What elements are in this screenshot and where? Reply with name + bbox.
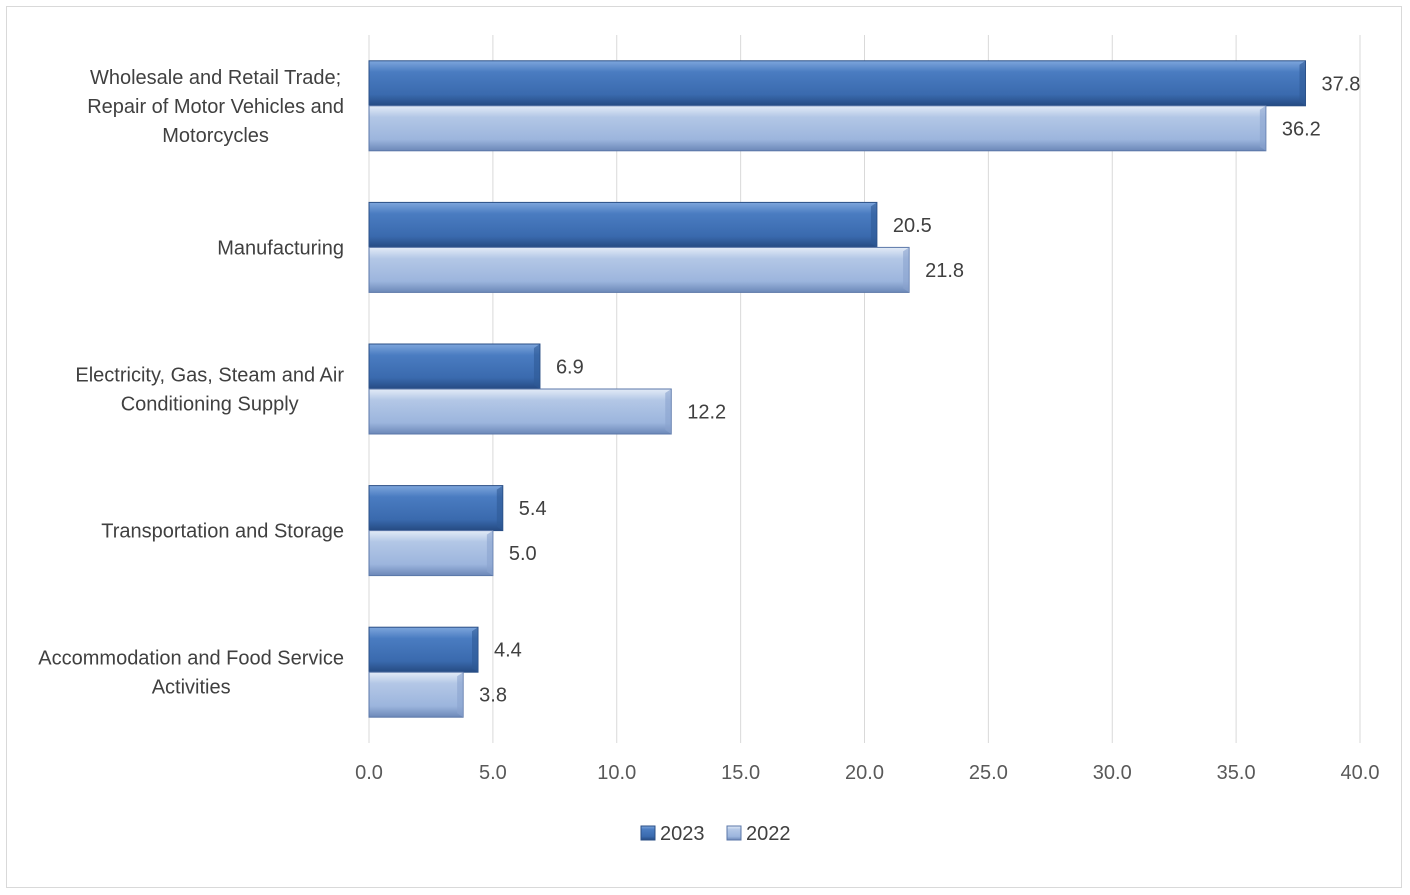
bar-bevel — [870, 202, 877, 248]
data-label-2023: 6.9 — [556, 357, 584, 379]
legend-swatch-2023 — [640, 825, 656, 841]
gridlines — [368, 35, 1361, 743]
bar-2023 — [368, 626, 479, 673]
bar-bevel — [496, 485, 503, 531]
data-label-2022: 5.0 — [509, 543, 537, 565]
bar-bevel — [1299, 60, 1306, 106]
bar-2022 — [368, 246, 910, 293]
category-label: Transportation and Storage — [101, 521, 344, 543]
bar-bevel — [457, 672, 464, 718]
category-label-line: Repair of Motor Vehicles and — [87, 96, 344, 118]
x-tick-label: 20.0 — [845, 762, 884, 784]
category-labels: Wholesale and Retail Trade; Repair of Mot… — [38, 67, 344, 699]
data-label-2022: 3.8 — [479, 685, 507, 707]
category-label-line: Manufacturing — [217, 237, 344, 259]
bar-2023 — [368, 60, 1306, 107]
legend: 2023 2022 — [640, 823, 791, 845]
bar-2023 — [368, 201, 878, 248]
data-label-2022: 12.2 — [687, 402, 726, 424]
legend-label-2023: 2023 — [660, 823, 705, 845]
x-tick-label: 25.0 — [969, 762, 1008, 784]
x-tick-label: 0.0 — [355, 762, 383, 784]
category-label-line: Wholesale and Retail Trade; — [90, 67, 341, 89]
bar-bevel — [486, 530, 493, 576]
category-label: Manufacturing — [217, 237, 344, 259]
x-tick-label: 5.0 — [479, 762, 507, 784]
x-tick-label: 10.0 — [597, 762, 636, 784]
x-tick-label: 15.0 — [721, 762, 760, 784]
chart-frame — [6, 6, 1402, 888]
category-label-line: Conditioning Supply — [121, 394, 299, 416]
x-tick-label: 35.0 — [1217, 762, 1256, 784]
legend-swatch-2022 — [726, 825, 742, 841]
category-label: Wholesale and Retail Trade; Repair of Mot… — [87, 67, 344, 147]
data-label-2023: 4.4 — [494, 640, 522, 662]
data-label-2023: 5.4 — [519, 498, 547, 520]
x-tick-label: 40.0 — [1341, 762, 1380, 784]
bar-2022 — [368, 530, 494, 577]
bar-2023 — [368, 485, 504, 532]
bar-2022 — [368, 671, 464, 718]
category-label-line: Motorcycles — [162, 125, 269, 147]
data-label-2023: 20.5 — [893, 215, 932, 237]
data-label-2022: 21.8 — [925, 260, 964, 282]
bar-2023 — [368, 343, 541, 390]
legend-label-2022: 2022 — [746, 823, 791, 845]
category-label-line: Transportation and Storage — [101, 521, 344, 543]
x-tick-label: 30.0 — [1093, 762, 1132, 784]
data-label-2022: 36.2 — [1282, 118, 1321, 140]
data-label-2023: 37.8 — [1321, 73, 1360, 95]
category-label: Accommodation and Food Service Activities — [38, 648, 344, 699]
category-label-line: Electricity, Gas, Steam and Air — [75, 365, 344, 387]
bar-bevel — [1259, 105, 1266, 151]
data-labels: 37.8 36.2 20.5 21.8 6.9 12.2 5.4 5.0 4.4 3.8 — [479, 73, 1360, 706]
category-label-line: Activities — [152, 677, 231, 699]
category-label-line: Accommodation and Food Service — [38, 648, 344, 670]
x-axis-tick-labels: 0.0 5.0 10.0 15.0 20.0 25.0 30.0 35.0 40.0 — [355, 762, 1379, 784]
bar-2022 — [368, 388, 672, 435]
bars — [368, 60, 1306, 718]
bar-bevel — [533, 344, 540, 389]
bar-bevel — [472, 627, 479, 673]
bar-bevel — [903, 247, 910, 293]
bar-bevel — [665, 389, 672, 434]
bar-2022 — [368, 105, 1267, 152]
category-label: Electricity, Gas, Steam and Air Condition… — [75, 365, 344, 416]
